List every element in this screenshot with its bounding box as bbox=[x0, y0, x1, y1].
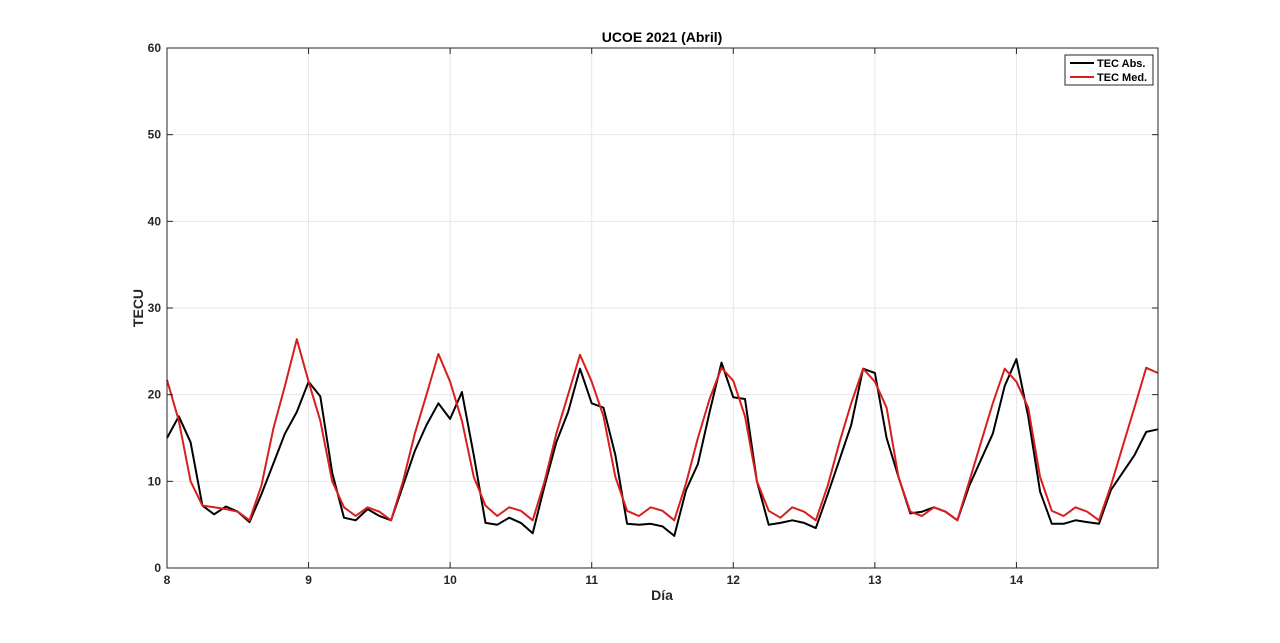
x-tick-label: 14 bbox=[1010, 573, 1024, 587]
x-tick-label: 11 bbox=[585, 573, 598, 587]
ticks-group: 0 10 20 30 40 50 60 8 9 10 11 12 13 14 bbox=[148, 41, 1158, 587]
y-tick-label: 0 bbox=[154, 561, 161, 575]
x-axis-label: Día bbox=[651, 587, 673, 603]
legend-box bbox=[1064, 54, 1154, 86]
series-group bbox=[166, 338, 1159, 537]
series-line-tec-abs bbox=[166, 358, 1159, 537]
y-tick-label: 20 bbox=[148, 388, 162, 402]
y-axis-label: TECU bbox=[130, 289, 146, 327]
y-tick-label: 40 bbox=[148, 214, 162, 228]
grid bbox=[167, 48, 1158, 568]
x-tick-label: 8 bbox=[164, 573, 171, 587]
chart-title: UCOE 2021 (Abril) bbox=[602, 29, 723, 45]
legend-label-tec-abs: TEC Abs. bbox=[1097, 58, 1146, 70]
legend: TEC Abs. TEC Med. bbox=[1064, 54, 1154, 86]
y-tick-label: 30 bbox=[148, 301, 162, 315]
y-tick-label: 60 bbox=[148, 41, 162, 55]
x-tick-label: 10 bbox=[443, 573, 457, 587]
y-tick-label: 10 bbox=[148, 474, 162, 488]
x-tick-label: 12 bbox=[727, 573, 741, 587]
y-tick-label: 50 bbox=[148, 128, 162, 142]
x-tick-label: 9 bbox=[305, 573, 312, 587]
series-line-tec-med bbox=[166, 338, 1159, 522]
x-tick-label: 13 bbox=[868, 573, 882, 587]
legend-label-tec-med: TEC Med. bbox=[1097, 72, 1147, 84]
